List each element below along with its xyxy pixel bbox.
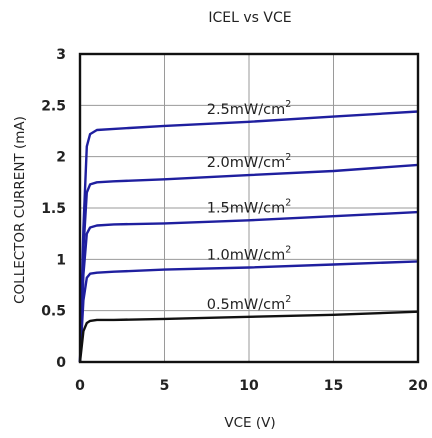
curve-labels: 2.5mW/cm2 2.0mW/cm2 1.5mW/cm2 1.0mW/cm2 0.5m…	[207, 99, 292, 313]
y-tick-label: 1.5	[41, 201, 66, 217]
x-tick-label: 20	[408, 378, 428, 394]
series-line	[78, 110, 419, 363]
grid	[80, 54, 418, 362]
x-tick-label: 10	[239, 378, 259, 394]
series-label: 2.0mW/cm2	[207, 152, 292, 171]
x-tick-label: 15	[324, 378, 343, 394]
y-tick-label: 2	[56, 150, 66, 166]
series-label: 1.5mW/cm2	[207, 197, 292, 216]
series-line	[78, 260, 419, 363]
y-tick-labels: 0 0.5 1 1.5 2 2.5 3	[41, 47, 66, 371]
series-group	[78, 110, 419, 363]
series-label: 0.5mW/cm2	[207, 294, 292, 313]
x-tick-label: 0	[75, 378, 85, 394]
x-axis-label: VCE (V)	[224, 415, 275, 431]
y-tick-label: 1	[56, 252, 66, 268]
series-line	[78, 310, 419, 363]
y-tick-label: 3	[56, 47, 66, 63]
x-tick-label: 5	[160, 378, 170, 394]
y-tick-label: 0	[56, 355, 66, 371]
y-tick-label: 0.5	[41, 304, 66, 320]
plot-frame	[78, 52, 420, 364]
x-tick-labels: 0 5 10 15 20	[75, 378, 428, 394]
y-axis-label: COLLECTOR CURRENT (mA)	[12, 116, 28, 304]
series-line	[78, 210, 419, 363]
series-label: 2.5mW/cm2	[207, 99, 292, 118]
series-line	[78, 163, 419, 363]
y-tick-label: 2.5	[41, 98, 66, 114]
series-label: 1.0mW/cm2	[207, 245, 292, 264]
chart-title: ICEL vs VCE	[208, 10, 291, 26]
